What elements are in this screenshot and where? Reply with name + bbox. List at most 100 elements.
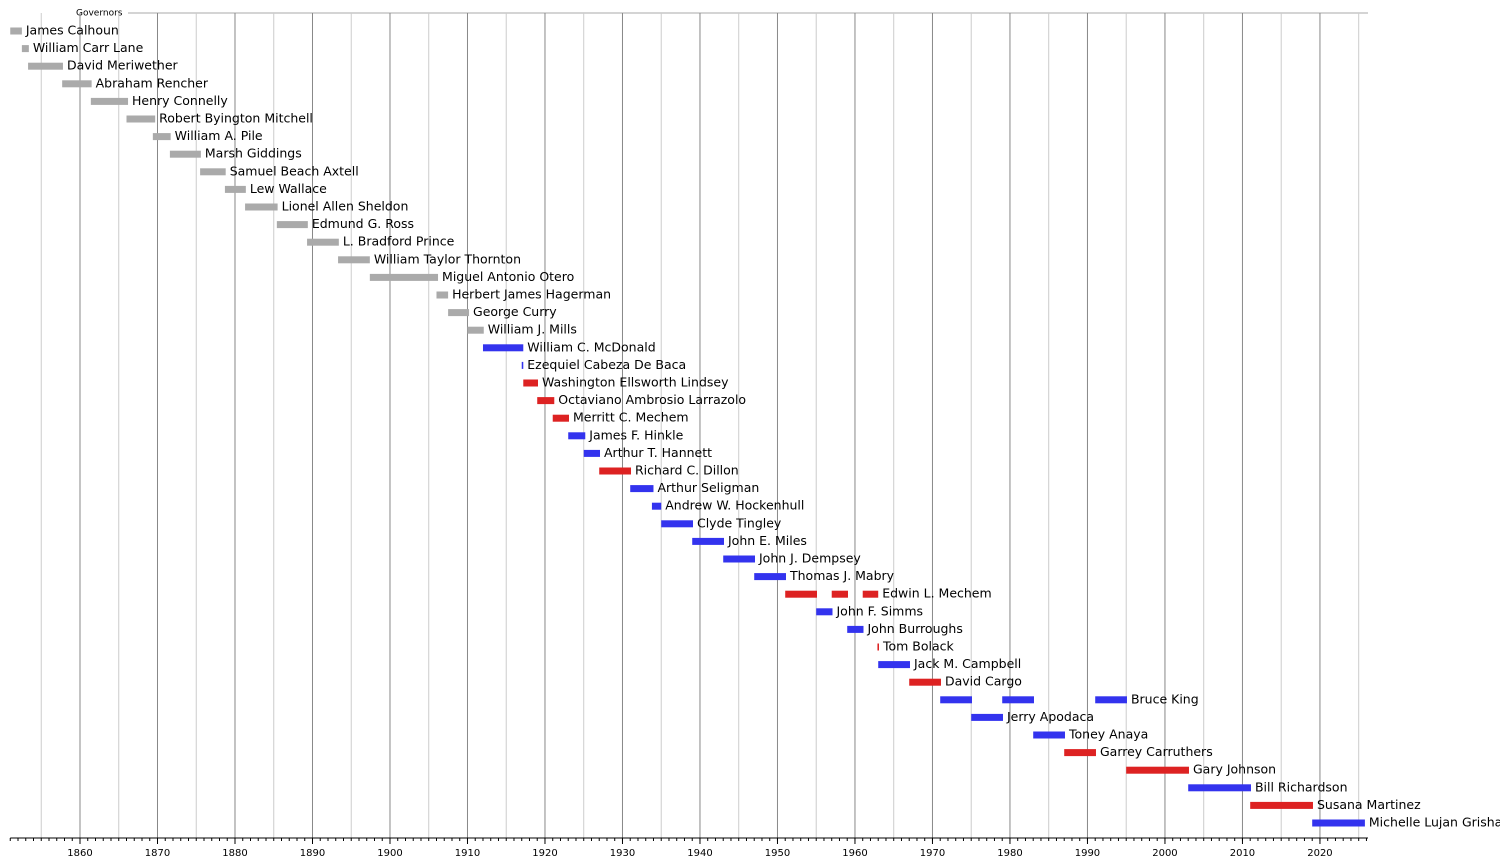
term-bar	[785, 590, 817, 598]
governor-label: Robert Byington Mitchell	[159, 111, 313, 126]
x-tick-label: 2010	[1230, 848, 1255, 858]
governor-label: Susana Martinez	[1317, 797, 1421, 812]
x-tick-label: 1870	[145, 848, 170, 858]
x-tick-label: 1960	[842, 848, 867, 858]
governor-label: Merritt C. Mechem	[573, 410, 689, 425]
governor-label: Tom Bolack	[882, 639, 955, 654]
x-tick-label: 2000	[1152, 848, 1177, 858]
governor-label: David Cargo	[945, 674, 1022, 689]
governor-label: Miguel Antonio Otero	[442, 269, 574, 284]
term-bar	[10, 27, 22, 35]
x-tick-label: 2020	[1307, 848, 1332, 858]
governor-label: Clyde Tingley	[697, 515, 782, 530]
term-bar	[1095, 696, 1127, 704]
governor-label: Abraham Rencher	[96, 75, 209, 90]
governor-label: William Taylor Thornton	[374, 251, 521, 266]
governor-label: Edwin L. Mechem	[882, 586, 991, 601]
term-bar	[723, 555, 755, 563]
governor-label: William Carr Lane	[33, 40, 144, 55]
governor-label: L. Bradford Prince	[343, 234, 455, 249]
term-bar	[126, 115, 156, 123]
governor-label: Lew Wallace	[250, 181, 327, 196]
governor-label: John F. Simms	[835, 603, 923, 618]
term-bar	[862, 590, 879, 598]
term-bar	[224, 185, 246, 193]
governor-label: Richard C. Dillon	[635, 463, 739, 478]
governor-label: Samuel Beach Axtell	[230, 163, 359, 178]
governor-label: Washington Ellsworth Lindsey	[542, 375, 729, 390]
x-tick-label: 1900	[377, 848, 402, 858]
term-bar	[568, 432, 586, 440]
governor-label: Garrey Carruthers	[1100, 744, 1213, 759]
term-bar	[152, 133, 171, 141]
governor-label: Jack M. Campbell	[913, 656, 1021, 671]
governor-label: Bruce King	[1131, 691, 1199, 706]
term-bar	[1002, 696, 1034, 704]
term-bar	[692, 537, 724, 545]
term-bar	[338, 256, 370, 264]
x-tick-label: 1920	[532, 848, 557, 858]
governor-label: George Curry	[473, 304, 557, 319]
governor-label: David Meriwether	[67, 58, 179, 73]
governor-label: Edmund G. Ross	[312, 216, 414, 231]
x-tick-label: 1880	[222, 848, 247, 858]
term-bar	[847, 625, 864, 633]
term-bar	[28, 62, 63, 70]
governor-label: Marsh Giddings	[205, 146, 302, 161]
term-bar	[816, 608, 833, 616]
term-bar	[436, 291, 449, 299]
governor-label: Herbert James Hagerman	[452, 287, 611, 302]
governor-label: Arthur T. Hannett	[604, 445, 712, 460]
term-bar	[754, 573, 786, 581]
governor-label: Gary Johnson	[1193, 762, 1276, 777]
governor-label: Henry Connelly	[132, 93, 228, 108]
term-bar	[1250, 801, 1313, 809]
term-bar	[909, 678, 941, 686]
term-bar	[21, 45, 29, 53]
x-tick-label: 1950	[765, 848, 790, 858]
governor-label: James F. Hinkle	[588, 427, 683, 442]
governor-label: James Calhoun	[25, 23, 119, 38]
governor-label: Octaviano Ambrosio Larrazolo	[558, 392, 746, 407]
term-bar	[552, 414, 570, 422]
term-bar	[200, 168, 226, 176]
term-bar	[537, 397, 555, 405]
term-bar	[831, 590, 848, 598]
term-bar	[1126, 766, 1189, 774]
term-bar	[661, 520, 693, 528]
governor-label: Toney Anaya	[1068, 727, 1148, 742]
term-bar	[583, 449, 601, 457]
x-tick-label: 1890	[300, 848, 325, 858]
x-tick-label: 1930	[610, 848, 635, 858]
term-bar	[276, 221, 308, 229]
term-bar	[169, 150, 201, 158]
governor-label: John Burroughs	[866, 621, 962, 636]
governor-label: Arthur Seligman	[657, 480, 759, 495]
governor-label: Jerry Apodaca	[1006, 709, 1094, 724]
term-bar	[599, 467, 632, 475]
governor-label: Bill Richardson	[1255, 779, 1348, 794]
term-bar	[521, 361, 524, 369]
x-tick-label: 1970	[920, 848, 945, 858]
governor-label: Lionel Allen Sheldon	[282, 199, 409, 214]
term-bar	[878, 661, 910, 669]
term-bar	[448, 309, 470, 317]
term-bar	[1312, 819, 1365, 827]
term-bar	[971, 713, 1003, 721]
term-bar	[90, 97, 129, 105]
governor-label: Andrew W. Hockenhull	[665, 498, 804, 513]
term-bar	[940, 696, 972, 704]
chart-title: Governors	[76, 9, 123, 19]
term-bar	[651, 502, 662, 510]
governor-label: John J. Dempsey	[758, 551, 861, 566]
x-tick-label: 1910	[455, 848, 480, 858]
term-bar	[369, 273, 439, 281]
term-bar	[62, 80, 92, 88]
term-bar	[1188, 784, 1251, 792]
term-bar	[307, 238, 339, 246]
term-bar	[1064, 749, 1096, 757]
term-bar	[467, 326, 484, 334]
governor-label: John E. Miles	[727, 533, 807, 548]
